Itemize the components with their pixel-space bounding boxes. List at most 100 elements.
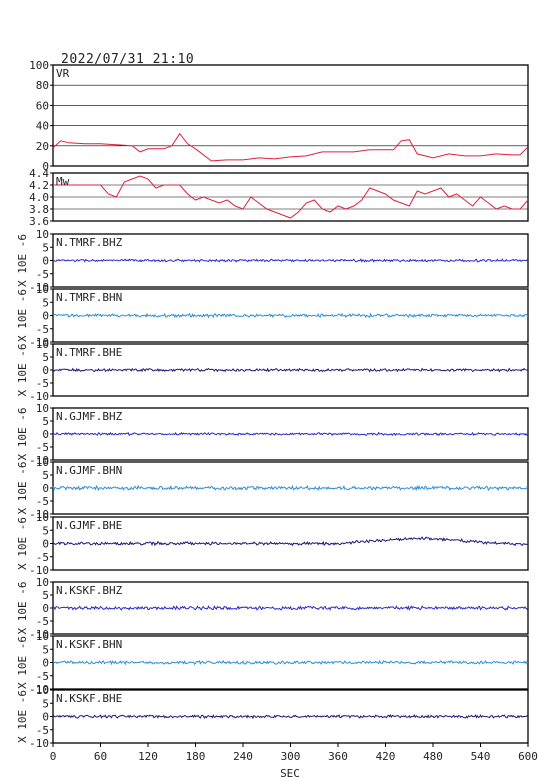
y-tick-label: 0	[42, 602, 49, 615]
x-tick-label: 0	[50, 750, 57, 763]
y-tick-label: -5	[36, 323, 49, 336]
y-tick-label: -5	[36, 724, 49, 737]
y-tick-label: -10	[29, 390, 49, 403]
y-tick-label: 10	[36, 402, 49, 415]
y-tick-label: -5	[36, 495, 49, 508]
series-line-mw	[53, 175, 529, 219]
x-tick-label: 360	[328, 750, 348, 763]
y-tick-label: 20	[36, 140, 49, 153]
y-tick-label: 3.8	[29, 203, 49, 216]
x-tick-label: 480	[423, 750, 443, 763]
y-tick-label: 40	[36, 120, 49, 133]
y-tick-label: 5	[42, 469, 49, 482]
y-tick-label: 10	[36, 456, 49, 469]
y-tick-label: 0	[42, 160, 49, 173]
x-tick-label: 540	[471, 750, 491, 763]
panel-label: N.GJMF.BHN	[56, 464, 122, 477]
y-tick-label: 4.4	[29, 167, 49, 180]
y-axis-unit-label: X 10E -6	[16, 234, 29, 287]
x-axis: 0 60 120 180 240 300 360 420 480 540 600	[50, 743, 538, 763]
y-tick-label: -10	[29, 683, 49, 696]
y-tick-label: 0	[42, 364, 49, 377]
y-axis-unit-label: X 10E -6	[16, 582, 29, 635]
panel-mw: 3.63.84.04.24.4 Mw	[29, 167, 529, 228]
y-tick-label: 10	[36, 511, 49, 524]
x-tick-label: 180	[186, 750, 206, 763]
y-tick-label: -5	[36, 670, 49, 683]
panel-label: N.KSKF.BHZ	[56, 584, 123, 597]
y-tick-label: -5	[36, 441, 49, 454]
y-axis-unit-label: X 10E -6	[16, 289, 29, 342]
y-tick-label: -5	[36, 615, 49, 628]
panel-vr: 0 20 40 60 80 100 VR	[29, 59, 529, 173]
y-tick-label: 10	[36, 228, 49, 241]
y-tick-label: 0	[42, 428, 49, 441]
y-tick-label: 10	[36, 283, 49, 296]
y-tick-label: 0	[42, 482, 49, 495]
panel-label: N.TMRF.BHN	[56, 291, 122, 304]
x-tick-label: 120	[138, 750, 158, 763]
panel-label: VR	[56, 67, 70, 80]
y-axis-unit-label: X 10E -6	[16, 344, 29, 397]
figure-title: 2022/07/31 21:10	[61, 52, 194, 67]
y-tick-label: 80	[36, 79, 49, 92]
panel-label: N.GJMF.BHE	[56, 519, 122, 532]
y-tick-label: 0	[42, 255, 49, 268]
y-tick-label: -10	[29, 454, 49, 467]
panels: 020406080100VR3.63.84.04.24.4Mw-10-50510…	[16, 59, 529, 750]
x-tick-label: 240	[233, 750, 253, 763]
series-line-n-gjmf-bhe	[52, 536, 529, 547]
x-tick-label: 600	[518, 750, 538, 763]
series-line-n-tmrf-bhn	[52, 312, 529, 319]
series-line-n-gjmf-bhn	[52, 484, 529, 492]
y-tick-label: 0	[42, 657, 49, 670]
series-line-n-kskf-bhz	[52, 605, 529, 611]
y-tick-label: 3.6	[29, 215, 49, 228]
y-tick-label: 10	[36, 684, 49, 697]
x-tick-label: 420	[376, 750, 396, 763]
y-tick-label: -10	[29, 336, 49, 349]
y-tick-label: -5	[36, 377, 49, 390]
y-tick-label: -10	[29, 737, 49, 750]
y-tick-label: 4.0	[29, 191, 49, 204]
y-tick-label: -10	[29, 628, 49, 641]
series-line-n-tmrf-bhz	[52, 258, 529, 263]
y-tick-label: 5	[42, 643, 49, 656]
y-tick-label: 5	[42, 589, 49, 602]
y-tick-label: 5	[42, 524, 49, 537]
panel-label: Mw	[56, 175, 70, 188]
panel-frame	[52, 64, 529, 167]
y-tick-label: 10	[36, 576, 49, 589]
y-axis-unit-label: X 10E -6	[16, 690, 29, 743]
y-tick-label: 5	[42, 296, 49, 309]
y-tick-label: 0	[42, 538, 49, 551]
y-tick-label: -10	[29, 281, 49, 294]
panel-label: N.KSKF.BHE	[56, 692, 122, 705]
y-axis-unit-label: X 10E -6	[16, 517, 29, 570]
series-line-n-tmrf-bhe	[52, 367, 529, 373]
y-tick-label: -5	[36, 268, 49, 281]
y-tick-label: 0	[42, 310, 49, 323]
y-tick-label: 100	[29, 59, 49, 72]
y-tick-label: -10	[29, 564, 49, 577]
panel-label: N.TMRF.BHZ	[56, 236, 123, 249]
series-line-n-kskf-bhe	[52, 714, 529, 720]
series-line-n-gjmf-bhz	[52, 431, 529, 437]
y-tick-label: 5	[42, 415, 49, 428]
panel-label: N.GJMF.BHZ	[56, 410, 123, 423]
series-line-vr	[52, 132, 529, 162]
y-axis-unit-label: X 10E -6	[16, 462, 29, 515]
series-line-n-kskf-bhn	[52, 659, 529, 666]
y-tick-label: 60	[36, 99, 49, 112]
y-tick-label: -5	[36, 551, 49, 564]
